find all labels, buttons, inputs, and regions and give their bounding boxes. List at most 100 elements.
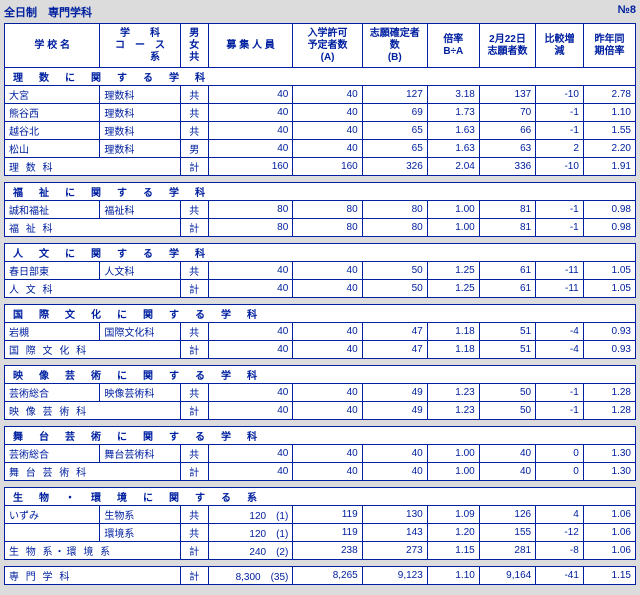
s3sub-c5: 47 bbox=[362, 341, 427, 359]
s6r0-diff: 4 bbox=[536, 506, 584, 524]
col-header-5: 志願確定者数(B) bbox=[362, 24, 427, 68]
s5sub-c9: 1.30 bbox=[583, 463, 635, 481]
s3sub-c4: 40 bbox=[293, 341, 362, 359]
s5sub-c8: 0 bbox=[536, 463, 584, 481]
s6r0-feb22: 126 bbox=[479, 506, 535, 524]
s2r0-a: 40 bbox=[293, 262, 362, 280]
grand-total-table: 専 門 学 科計8,300 (35)8,2659,1231.109,164-41… bbox=[4, 566, 636, 585]
s6r0-dept: 生物系 bbox=[100, 506, 180, 524]
s0r1-prev: 1.10 bbox=[583, 104, 635, 122]
s6r0-sex: 共 bbox=[180, 506, 208, 524]
s6sub-label: 生 物 系・環 境 系 bbox=[5, 542, 181, 560]
s0r2-feb22: 66 bbox=[479, 122, 535, 140]
grand-c9: 1.15 bbox=[583, 567, 635, 585]
s6r0-a: 119 bbox=[293, 506, 362, 524]
s5r0-a: 40 bbox=[293, 445, 362, 463]
s2sub-c9: 1.05 bbox=[583, 280, 635, 298]
s6r0-cap: 120 (1) bbox=[208, 506, 293, 524]
s3r0-diff: -4 bbox=[536, 323, 584, 341]
s5sub-c6: 1.00 bbox=[427, 463, 479, 481]
s3r0-a: 40 bbox=[293, 323, 362, 341]
s6r1-a: 119 bbox=[293, 524, 362, 542]
s2r0-prev: 1.05 bbox=[583, 262, 635, 280]
grand-c6: 1.10 bbox=[427, 567, 479, 585]
s0r1-dept: 理数科 bbox=[100, 104, 180, 122]
section-title-4: 映 像 芸 術 に 関 す る 学 科 bbox=[5, 366, 636, 384]
s5r0-sex: 共 bbox=[180, 445, 208, 463]
s5r0-dept: 舞台芸術科 bbox=[100, 445, 180, 463]
s4r0-sex: 共 bbox=[180, 384, 208, 402]
s1sub-c9: 0.98 bbox=[583, 219, 635, 237]
s6sub-c7: 281 bbox=[479, 542, 535, 560]
s2sub-label: 人 文 科 bbox=[5, 280, 181, 298]
s6sub-c9: 1.06 bbox=[583, 542, 635, 560]
s4r0-rate: 1.23 bbox=[427, 384, 479, 402]
s3sub-c6: 1.18 bbox=[427, 341, 479, 359]
s6r0-rate: 1.09 bbox=[427, 506, 479, 524]
s1r0-diff: -1 bbox=[536, 201, 584, 219]
s6r0-b: 130 bbox=[362, 506, 427, 524]
s6sub-c6: 1.15 bbox=[427, 542, 479, 560]
s6sub-c2: 計 bbox=[180, 542, 208, 560]
s6r1-cap: 120 (1) bbox=[208, 524, 293, 542]
s1sub-c3: 80 bbox=[208, 219, 293, 237]
s5r0-prev: 1.30 bbox=[583, 445, 635, 463]
s0r3-b: 65 bbox=[362, 140, 427, 158]
section-table-2: 人 文 に 関 す る 学 科春日部東人文科共4040501.2561-111.… bbox=[4, 243, 636, 298]
col-header-4: 入学許可予定者数(A) bbox=[293, 24, 362, 68]
s0r1-a: 40 bbox=[293, 104, 362, 122]
section-table-1: 福 祉 に 関 す る 学 科誠和福祉福祉科共8080801.0081-10.9… bbox=[4, 182, 636, 237]
header-left: 全日制 専門学科 bbox=[4, 4, 92, 20]
s4sub-c8: -1 bbox=[536, 402, 584, 420]
s0r3-school: 松山 bbox=[5, 140, 100, 158]
s1r0-a: 80 bbox=[293, 201, 362, 219]
s2r0-school: 春日部東 bbox=[5, 262, 100, 280]
s1sub-c5: 80 bbox=[362, 219, 427, 237]
col-header-7: 2月22日志願者数 bbox=[479, 24, 535, 68]
s5r0-cap: 40 bbox=[208, 445, 293, 463]
s0r1-diff: -1 bbox=[536, 104, 584, 122]
s0r0-cap: 40 bbox=[208, 86, 293, 104]
s6sub-c3: 240 (2) bbox=[208, 542, 293, 560]
grand-c8: -41 bbox=[536, 567, 584, 585]
section-title-0: 理 数 に 関 す る 学 科 bbox=[5, 68, 636, 86]
s0r0-prev: 2.78 bbox=[583, 86, 635, 104]
s0r0-b: 127 bbox=[362, 86, 427, 104]
section-table-4: 映 像 芸 術 に 関 す る 学 科芸術総合映像芸術科共4040491.235… bbox=[4, 365, 636, 420]
s2r0-b: 50 bbox=[362, 262, 427, 280]
s4r0-feb22: 50 bbox=[479, 384, 535, 402]
s2sub-c4: 40 bbox=[293, 280, 362, 298]
s0r0-rate: 3.18 bbox=[427, 86, 479, 104]
s0r1-rate: 1.73 bbox=[427, 104, 479, 122]
s0r1-feb22: 70 bbox=[479, 104, 535, 122]
s1sub-c7: 81 bbox=[479, 219, 535, 237]
s1sub-label: 福 祉 科 bbox=[5, 219, 181, 237]
s0sub-c2: 計 bbox=[180, 158, 208, 176]
s6r1-school bbox=[5, 524, 100, 542]
s2r0-diff: -11 bbox=[536, 262, 584, 280]
s1sub-c4: 80 bbox=[293, 219, 362, 237]
s1r0-cap: 80 bbox=[208, 201, 293, 219]
s4sub-c7: 50 bbox=[479, 402, 535, 420]
col-header-2: 男女共 bbox=[180, 24, 208, 68]
header-right: №8 bbox=[618, 4, 636, 20]
s4r0-dept: 映像芸術科 bbox=[100, 384, 180, 402]
s0r3-feb22: 63 bbox=[479, 140, 535, 158]
grand-c4: 8,265 bbox=[293, 567, 362, 585]
s0r3-prev: 2.20 bbox=[583, 140, 635, 158]
s0sub-c6: 2.04 bbox=[427, 158, 479, 176]
s0r2-diff: -1 bbox=[536, 122, 584, 140]
s4sub-c2: 計 bbox=[180, 402, 208, 420]
s2r0-rate: 1.25 bbox=[427, 262, 479, 280]
s3sub-c2: 計 bbox=[180, 341, 208, 359]
s6r1-b: 143 bbox=[362, 524, 427, 542]
s5r0-diff: 0 bbox=[536, 445, 584, 463]
s5sub-c7: 40 bbox=[479, 463, 535, 481]
s0r3-cap: 40 bbox=[208, 140, 293, 158]
s3sub-c9: 0.93 bbox=[583, 341, 635, 359]
s5sub-c4: 40 bbox=[293, 463, 362, 481]
s3r0-prev: 0.93 bbox=[583, 323, 635, 341]
main-header-table: 学 校 名学 科コ ー ス 系男女共募 集 人 員入学許可予定者数(A)志願確定… bbox=[4, 23, 636, 176]
s3r0-feb22: 51 bbox=[479, 323, 535, 341]
section-title-1: 福 祉 に 関 す る 学 科 bbox=[5, 183, 636, 201]
